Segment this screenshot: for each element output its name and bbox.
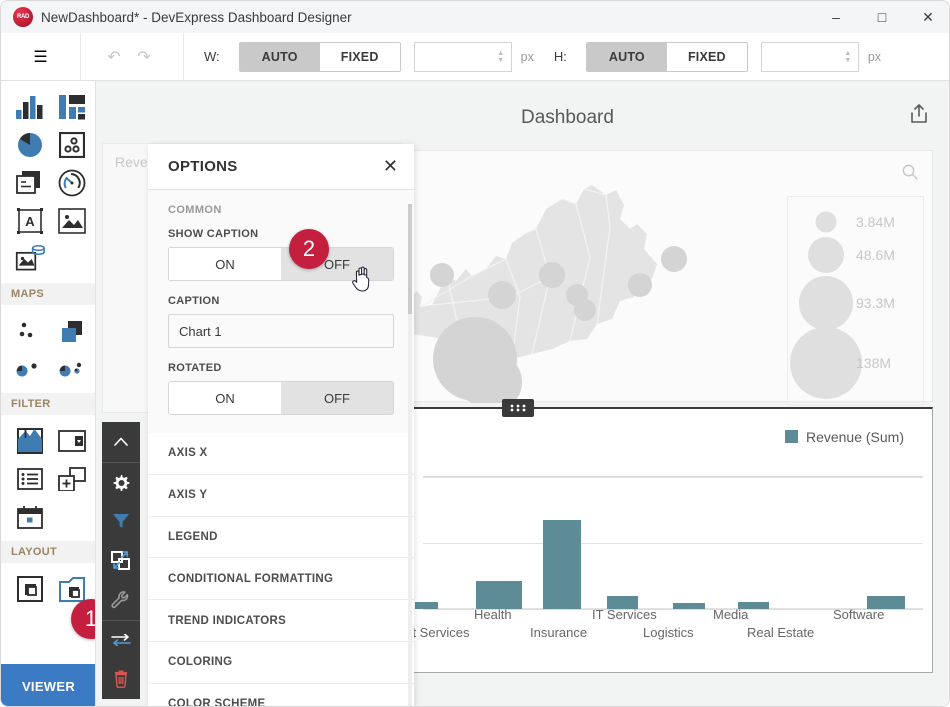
svg-text:A: A <box>25 214 35 229</box>
